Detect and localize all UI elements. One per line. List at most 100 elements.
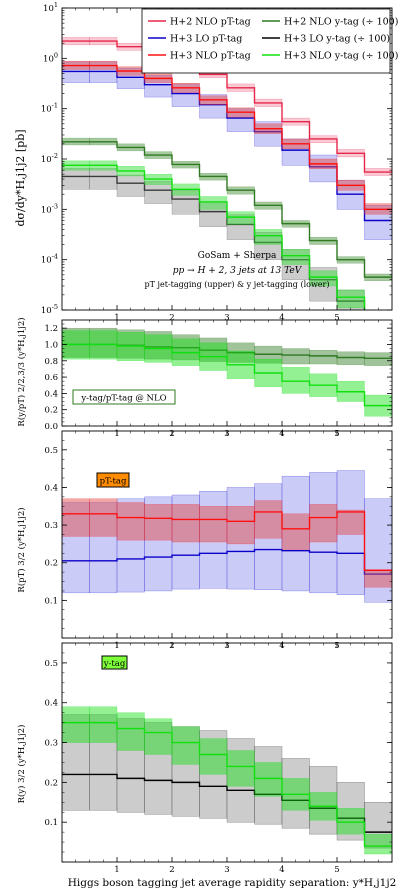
ratio-y-series-1-line xyxy=(62,721,392,847)
main-series-3-band-5 xyxy=(199,196,228,210)
ratio-2-series-0-band-9 xyxy=(309,349,338,365)
ratio-2-ytick-label-6: 1.2 xyxy=(44,324,58,334)
ratio-pt-series-1-band-6 xyxy=(226,506,255,545)
ratio-2-panel: 0.00.20.40.60.81.01.212345 xyxy=(44,319,393,439)
ratio-pt-series-1-band-10 xyxy=(336,509,365,535)
tag-box-ratio-pt: pT-tag xyxy=(96,472,130,488)
tag-box-ratio-2-label: y-tag/pT-tag @ NLO xyxy=(80,394,166,404)
main-ytick-label-2: 10-3 xyxy=(41,202,58,215)
ratio-y-panel: 0.1 0.2 0.3 0.4 0.5 1 2 3 4 5 xyxy=(44,642,393,875)
main-xtick-label-4: 5 xyxy=(334,313,339,323)
ratio-2-series-0-band-8 xyxy=(281,348,310,365)
ratio-y-xtick-label-3: 4 xyxy=(279,865,284,875)
ratio-2-series-0-band-10 xyxy=(336,351,365,366)
ratio-y-series-1-band-3 xyxy=(144,718,173,755)
ratio-y-series-1-band-0 xyxy=(62,706,90,743)
ratio-y-series-0-band-3 xyxy=(144,722,173,815)
ratio-y-series-0-band-2 xyxy=(116,718,145,813)
tag-box-ratio-2: y-tag/pT-tag @ NLO xyxy=(72,389,176,405)
ratio-y-series-1-band-1 xyxy=(89,706,118,743)
ratio-2-series-0-band-11 xyxy=(364,352,392,366)
ratio-y-ytick-label-4: 0.5 xyxy=(44,659,58,669)
main-ytick-label-3: 10-2 xyxy=(41,152,58,165)
tag-box-ratio-y-label: y-tag xyxy=(103,659,126,669)
legend-label-0: H+2 NLO pT-tag xyxy=(170,17,251,28)
ratio-y-series-0-band-6 xyxy=(226,738,255,823)
main-ytick-label-6: 101 xyxy=(43,1,58,14)
ratio-2-plot-area xyxy=(62,327,392,417)
ratio-pt-ytick-label-0: 0.1 xyxy=(44,596,58,606)
ratio-y-series-0-band-9 xyxy=(309,766,338,835)
ratio-y-series-1-band-10 xyxy=(336,808,365,835)
ratio-pt-series-1-band-9 xyxy=(309,504,338,543)
ratio-y-series-0-band-4 xyxy=(171,726,200,817)
legend-label-4: H+3 LO y-tag (÷ 100) xyxy=(284,34,390,45)
ratio-2-series-1-band-8 xyxy=(281,367,310,394)
main-xtick-label-3: 4 xyxy=(279,313,284,323)
ratio-y-ylabel: R(y) 3/2 (y*H,j1j2) xyxy=(16,725,27,804)
main-series-0-band-2 xyxy=(116,174,145,197)
main-series-3-line xyxy=(62,164,366,310)
main-xtick-label-0: 1 xyxy=(114,313,119,323)
main-series-3-band-6 xyxy=(226,211,255,225)
ratio-y-plot-area xyxy=(62,706,392,855)
annotation-line-1: GoSam + Sherpa xyxy=(198,251,277,261)
legend-label-3: H+2 NLO y-tag (÷ 100) xyxy=(284,17,398,28)
ratio-2-ytick-label-5: 1.0 xyxy=(44,340,58,350)
legend-label-2: H+3 NLO pT-tag xyxy=(170,51,251,62)
ratio-y-series-0-band-1 xyxy=(89,714,118,811)
main-ytick-label-4: 10-1 xyxy=(41,102,58,115)
ratio-pt-series-1-band-2 xyxy=(116,502,145,541)
main-ylabel: dσ/dy*H,j1j2 [pb] xyxy=(14,129,27,226)
ratio-y-series-0-band-10 xyxy=(336,782,365,841)
ratio-y-ytick-label-3: 0.4 xyxy=(44,699,58,709)
ratio-pt-series-1-band-1 xyxy=(89,498,118,537)
legend-box xyxy=(141,8,391,74)
ratio-pt-series-1-band-11 xyxy=(364,570,392,588)
main-series-0-band-1 xyxy=(89,168,118,190)
ratio-y-ytick-label-2: 0.3 xyxy=(44,739,58,749)
ratio-pt-series-1-band-7 xyxy=(254,500,283,539)
ratio-y-ytick-label-0: 0.1 xyxy=(44,818,58,828)
main-series-5-line xyxy=(62,64,392,211)
ratio-pt-plot-area xyxy=(62,470,392,603)
main-series-0-band-0 xyxy=(62,168,90,190)
ratio-y-series-1-band-5 xyxy=(199,738,228,775)
main-series-3-band-8 xyxy=(281,249,310,265)
ratio-pt-ytick-label-1: 0.2 xyxy=(44,559,58,569)
ratio-2-series-0-band-3 xyxy=(144,331,173,360)
ratio-pt-series-1-line xyxy=(62,511,392,571)
ratio-2-ytick-label-1: 0.2 xyxy=(44,406,58,416)
annotation-line-2: pp → H + 2, 3 jets at 13 TeV xyxy=(173,266,303,276)
tag-box-ratio-y: y-tag xyxy=(101,655,128,670)
main-series-3-band-10 xyxy=(336,289,365,309)
ratio-2-ytick-label-4: 0.8 xyxy=(44,357,58,367)
main-xtick-label-2: 3 xyxy=(224,313,229,323)
ratio-y-xtick-label-1: 2 xyxy=(169,865,174,875)
ratio-pt-series-1-band-0 xyxy=(62,498,90,537)
ratio-pt-ytick-label-2: 0.3 xyxy=(44,521,58,531)
ratio-pt-ylabel: R(pT) 3/2 (y*H,j1j2) xyxy=(16,507,27,592)
legend-label-5: H+3 NLO y-tag (÷ 100) xyxy=(284,51,398,62)
main-series-2-line xyxy=(62,141,392,278)
ratio-pt-series-1-band-5 xyxy=(199,506,228,543)
ratio-y-series-1-band-6 xyxy=(226,750,255,787)
ratio-pt-series-1-band-8 xyxy=(281,513,310,550)
ratio-y-xtick-label-0: 1 xyxy=(114,865,119,875)
ratio-y-series-0-band-11 xyxy=(364,802,392,849)
ratio-pt-series-1-band-3 xyxy=(144,504,173,541)
ratio-y-series-1-band-4 xyxy=(171,726,200,765)
main-series-4-line xyxy=(62,40,392,173)
legend: H+2 NLO pT-tag H+3 LO pT-tag H+3 NLO pT-… xyxy=(141,8,398,74)
ratio-2-ylabel: R(y/pT) 2/2,3/3 (y*H,j1j2) xyxy=(16,317,27,426)
tag-box-ratio-pt-rect xyxy=(96,472,130,488)
ratio-y-xtick-label-2: 3 xyxy=(224,865,229,875)
ratio-2-ytick-label-3: 0.6 xyxy=(44,373,58,383)
main-ytick-label-0: 10-5 xyxy=(41,303,58,316)
legend-label-1: H+3 LO pT-tag xyxy=(170,34,242,45)
ratio-2-series-0-band-2 xyxy=(116,329,145,359)
ratio-y-series-0-band-0 xyxy=(62,714,90,811)
ratio-y-series-1-band-7 xyxy=(254,762,283,797)
